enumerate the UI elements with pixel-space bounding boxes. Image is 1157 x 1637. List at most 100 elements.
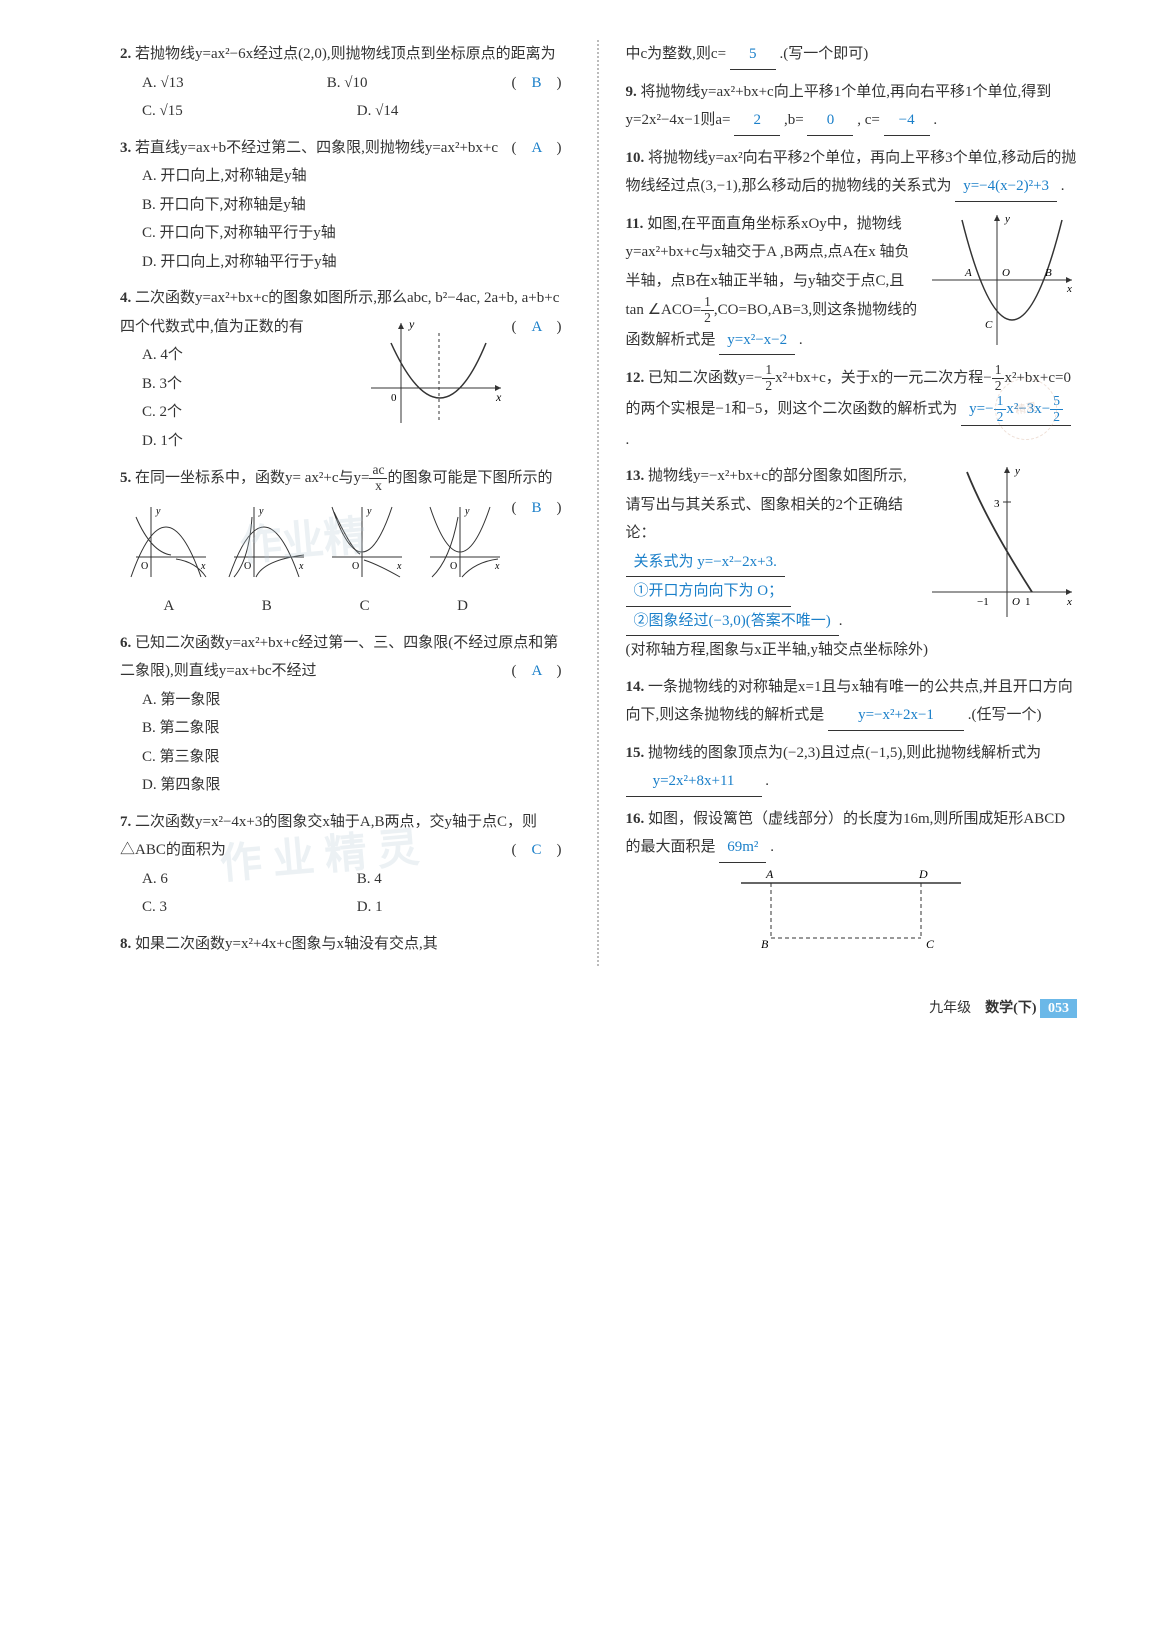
q7-num: 7. [120,814,131,830]
q2-opt-d: D. √14 [357,97,572,126]
svg-text:3: 3 [994,498,1000,510]
question-16: 16. 如图，假设篱笆（虚线部分）的长度为16m,则所围成矩形ABCD的最大面积… [626,805,1078,958]
q8-num: 8. [120,936,131,952]
footer-subject: 数学(下) [985,1001,1036,1016]
q10-num: 10. [626,150,645,166]
q8r-answer: 5 [730,40,776,70]
question-15: 15. 抛物线的图象顶点为(−2,3)且过点(−1,5),则此抛物线解析式为 y… [626,739,1078,797]
q16-figure: A D B C [721,868,981,958]
svg-text:O: O [244,561,251,572]
svg-text:−1: −1 [977,596,989,608]
q3-text: 若直线y=ax+b不经过第二、四象限,则抛物线y=ax²+bx+c [135,140,498,156]
question-4: 4. 二次函数y=ax²+bx+c的图象如图所示,那么abc, b²−4ac, … [120,284,572,455]
q5-fig-b: xyO B [218,502,316,621]
question-9: 9. 将抛物线y=ax²+bx+c向上平移1个单位,再向右平移1个单位,得到y=… [626,78,1078,136]
svg-text:y: y [366,506,372,517]
q9-a2: 0 [807,106,853,136]
svg-text:B: B [761,937,769,951]
q10-answer: y=−4(x−2)²+3 [955,172,1057,202]
q13-figure: 3 −1 1 O x y [927,462,1077,622]
svg-text:x: x [1066,283,1072,295]
svg-text:y: y [1014,465,1020,477]
svg-text:1: 1 [1025,596,1031,608]
question-13: 3 −1 1 O x y 13. 抛物线y=−x²+bx+c的部分图象如图所示,… [626,462,1078,665]
q3-opt-b: B. 开口向下,对称轴是y轴 [142,191,572,220]
q6-opt-b: B. 第二象限 [142,714,572,743]
q5-fig-a: xyO A [120,502,218,621]
q7-opt-b: B. 4 [357,865,572,894]
q3-opt-c: C. 开口向下,对称轴平行于y轴 [142,219,572,248]
q11-figure: A B O C x y [927,210,1077,350]
q6-answer: ( A ) [511,657,561,686]
q7-answer: ( C ) [511,836,561,865]
q14-answer: y=−x²+2x−1 [828,701,964,731]
column-divider [597,40,601,966]
svg-text:x: x [1066,596,1072,608]
q5-text-post: 的图象可能是下图所示的 [387,470,552,486]
q7-opt-c: C. 3 [142,893,357,922]
svg-text:x: x [396,561,402,572]
question-14: 14. 一条抛物线的对称轴是x=1且与x轴有唯一的公共点,并且开口方向向下,则这… [626,673,1078,731]
q9-a3: −4 [884,106,930,136]
q6-opt-d: D. 第四象限 [142,771,572,800]
q3-num: 3. [120,140,131,156]
q6-opt-c: C. 第三象限 [142,743,572,772]
q2-opt-c: C. √15 [142,97,357,126]
q7-text: 二次函数y=x²−4x+3的图象交x轴于A,B两点，交y轴于点C，则△ABC的面… [120,814,537,859]
q2-options: A. √13B. √10 C. √15D. √14 [120,69,572,126]
q6-options: A. 第一象限 B. 第二象限 C. 第三象限 D. 第四象限 [120,686,572,800]
q7-opt-d: D. 1 [357,893,572,922]
q3-opt-a: A. 开口向上,对称轴是y轴 [142,162,572,191]
svg-text:y: y [258,506,264,517]
question-10: 10. 将抛物线y=ax²向右平移2个单位，再向上平移3个单位,移动后的抛物线经… [626,144,1078,202]
svg-text:O: O [352,561,359,572]
question-12: 精灵 12. 已知二次函数y=−12x²+bx+c，关于x的一元二次方程−12x… [626,363,1078,454]
svg-text:y: y [408,317,415,331]
question-8-cont: 中c为整数,则c= 5 .(写一个即可) [626,40,1078,70]
q13-text: 抛物线y=−x²+bx+c的部分图象如图所示,请写出与其关系式、图象相关的2个正… [626,468,907,541]
q5-fig-d: xyO D [414,502,512,621]
svg-text:O: O [1002,267,1010,279]
svg-text:x: x [494,561,500,572]
q5-text-pre: 在同一坐标系中，函数y= ax²+c与y= [135,470,369,486]
q15-pre: 抛物线的图象顶点为(−2,3)且过点(−1,5),则此抛物线解析式为 [648,745,1041,761]
svg-text:O: O [1012,596,1020,608]
q5-figures: xyO A xyO B xyO C xyO D [120,502,511,621]
q14-num: 14. [626,679,645,695]
q3-options: A. 开口向上,对称轴是y轴 B. 开口向下,对称轴是y轴 C. 开口向下,对称… [120,162,572,276]
q13-note: (对称轴方程,图象与x正半轴,y轴交点坐标除外) [626,642,929,658]
q13-ans3: ②图象经过(−3,0)(答案不唯一) [626,607,839,637]
q11-answer: y=x²−x−2 [719,326,795,356]
svg-text:C: C [926,937,935,951]
page-footer: 九年级 数学(下) 053 [120,996,1077,1023]
q13-ans1: 关系式为 y=−x²−2x+3. [626,548,785,578]
q15-answer: y=2x²+8x+11 [626,767,762,797]
svg-text:0: 0 [391,392,397,404]
svg-text:y: y [155,506,161,517]
svg-text:x: x [495,390,502,404]
q3-answer: ( A ) [511,134,561,163]
q2-opt-a: A. √13 [142,69,327,98]
q13-num: 13. [626,468,645,484]
q4-num: 4. [120,290,131,306]
q2-opt-b: B. √10 [327,69,512,98]
question-6: 6. 已知二次函数y=ax²+bx+c经过第一、三、四象限(不经过原点和第二象限… [120,629,572,800]
q16-pre: 如图，假设篱笆（虚线部分）的长度为16m,则所围成矩形ABCD的最大面积是 [626,811,1066,856]
svg-text:x: x [298,561,304,572]
q7-options: A. 6B. 4 C. 3D. 1 [120,865,572,922]
footer-grade: 九年级 [929,1001,971,1016]
q8r-post: .(写一个即可) [780,46,869,62]
svg-text:O: O [141,561,148,572]
q9-a1: 2 [734,106,780,136]
q5-num: 5. [120,470,131,486]
q4-answer: ( A ) [511,313,561,342]
q2-num: 2. [120,46,131,62]
q16-answer: 69m² [719,833,766,863]
q9-num: 9. [626,84,637,100]
svg-text:A: A [765,868,774,881]
q8-text: 如果二次函数y=x²+4x+c图象与x轴没有交点,其 [135,936,438,952]
q7-opt-a: A. 6 [142,865,357,894]
q2-answer: ( B ) [511,69,561,98]
question-7: 作 业 精 灵 7. 二次函数y=x²−4x+3的图象交x轴于A,B两点，交y轴… [120,808,572,922]
q5-fig-c: xyO C [316,502,414,621]
